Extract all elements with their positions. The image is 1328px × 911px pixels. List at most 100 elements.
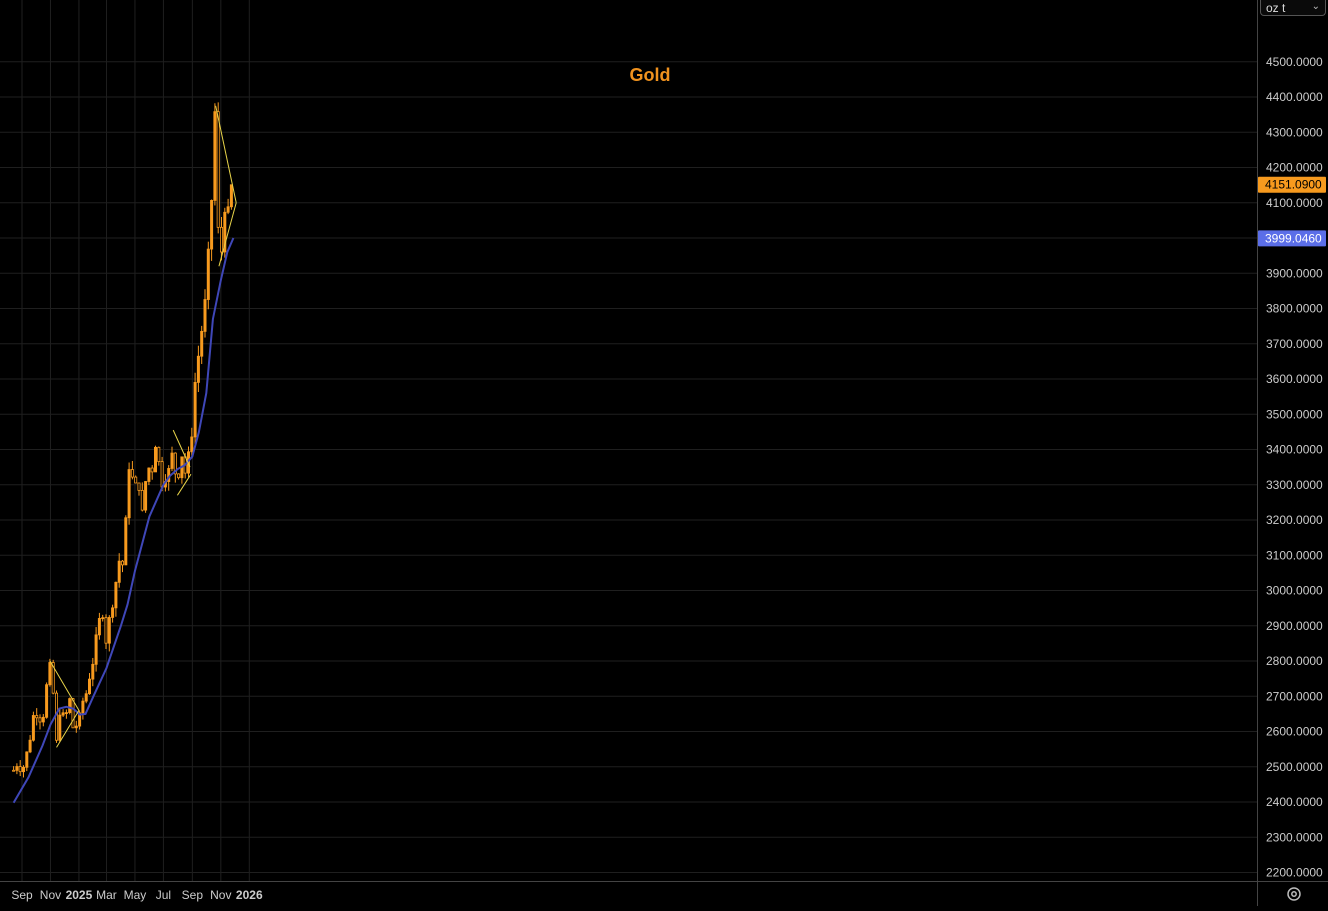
settings-button[interactable] <box>1284 884 1304 904</box>
y-tick-label: 2900.0000 <box>1266 619 1323 633</box>
candle-body <box>226 206 230 213</box>
last-price-label: 4151.0900 <box>1265 178 1322 192</box>
y-tick-label: 4500.0000 <box>1266 55 1323 69</box>
candle-body <box>61 712 65 716</box>
candle-body <box>91 663 95 680</box>
trendline <box>218 202 237 267</box>
candle-body <box>38 717 42 723</box>
candle-body <box>130 469 134 478</box>
unit-dropdown[interactable]: oz t ⌄ <box>1260 0 1326 16</box>
y-tick-label: 2500.0000 <box>1266 760 1323 774</box>
candle-body <box>160 461 164 488</box>
candle-body <box>28 739 32 753</box>
x-tick-label: Jul <box>156 888 171 902</box>
x-tick-label: 2025 <box>66 888 93 902</box>
candle-body <box>15 766 19 771</box>
candle-body <box>213 111 217 201</box>
candle-body <box>153 446 157 473</box>
x-tick-label: Sep <box>11 888 33 902</box>
candle-body <box>229 184 233 208</box>
candle-body <box>94 634 98 665</box>
candle-body <box>140 489 144 511</box>
candle-body <box>137 482 141 491</box>
candle-body <box>111 607 115 618</box>
y-tick-label: 2800.0000 <box>1266 654 1323 668</box>
candle-body <box>81 700 85 714</box>
y-tick-label: 4400.0000 <box>1266 90 1323 104</box>
y-tick-label: 3100.0000 <box>1266 548 1323 562</box>
candle-body <box>134 476 138 484</box>
candle-body <box>117 560 121 583</box>
candle-body <box>210 200 214 250</box>
candle-body <box>51 662 55 694</box>
candle-body <box>41 716 45 723</box>
candle-body <box>97 618 101 636</box>
candle-body <box>216 111 220 228</box>
candle-body <box>127 469 131 519</box>
y-tick-label: 3400.0000 <box>1266 443 1323 457</box>
y-tick-label: 3700.0000 <box>1266 337 1323 351</box>
unit-label: oz t <box>1266 1 1286 15</box>
candle-body <box>58 714 62 741</box>
chart-title: Gold <box>630 65 671 85</box>
y-tick-label: 3800.0000 <box>1266 302 1323 316</box>
candles-group <box>12 102 233 778</box>
candle-body <box>196 355 200 383</box>
y-tick-label: 4100.0000 <box>1266 196 1323 210</box>
candle-body <box>193 381 197 438</box>
candle-body <box>101 617 105 620</box>
candle-body <box>64 712 68 715</box>
candle-body <box>35 715 39 719</box>
trendline <box>172 429 191 468</box>
trendline <box>56 710 80 748</box>
y-tick-label: 3000.0000 <box>1266 584 1323 598</box>
trendline <box>49 660 80 711</box>
trendline <box>215 105 237 203</box>
candle-body <box>206 248 210 300</box>
candle-body <box>107 617 111 644</box>
y-tick-label: 2300.0000 <box>1266 830 1323 844</box>
y-tick-label: 4200.0000 <box>1266 161 1323 175</box>
candle-body <box>104 617 108 644</box>
candle-body <box>74 725 78 729</box>
candle-body <box>18 766 22 773</box>
x-tick-label: 2026 <box>236 888 263 902</box>
y-tick-label: 2400.0000 <box>1266 795 1323 809</box>
candle-body <box>78 712 82 727</box>
trendline <box>176 473 192 496</box>
candle-body <box>219 226 223 253</box>
y-tick-label: 3900.0000 <box>1266 266 1323 280</box>
y-tick-label: 2600.0000 <box>1266 725 1323 739</box>
x-tick-label: Nov <box>40 888 61 902</box>
candle-body <box>144 481 148 511</box>
candle-body <box>173 452 177 475</box>
moving-average-line <box>12 237 235 804</box>
candle-body <box>21 766 25 773</box>
candle-body <box>31 715 35 741</box>
candle-body <box>68 698 72 714</box>
y-tick-label: 3500.0000 <box>1266 407 1323 421</box>
y-tick-label: 2200.0000 <box>1266 866 1323 880</box>
candle-body <box>48 662 52 686</box>
candle-body <box>170 452 174 469</box>
gear-icon <box>1287 887 1301 901</box>
candle-body <box>223 211 227 253</box>
candle-body <box>120 560 124 566</box>
candle-body <box>200 330 204 357</box>
y-tick-label: 3200.0000 <box>1266 513 1323 527</box>
candle-body <box>157 446 161 463</box>
x-tick-label: Sep <box>182 888 204 902</box>
candle-body <box>190 436 194 453</box>
candle-body <box>147 467 151 482</box>
candle-body <box>71 698 75 729</box>
y-tick-label: 2700.0000 <box>1266 689 1323 703</box>
candle-body <box>87 678 91 695</box>
y-tick-label: 3600.0000 <box>1266 372 1323 386</box>
ma-value-label: 3999.0460 <box>1265 231 1322 245</box>
y-tick-label: 3300.0000 <box>1266 478 1323 492</box>
candle-body <box>45 684 49 718</box>
candle-body <box>177 473 181 479</box>
